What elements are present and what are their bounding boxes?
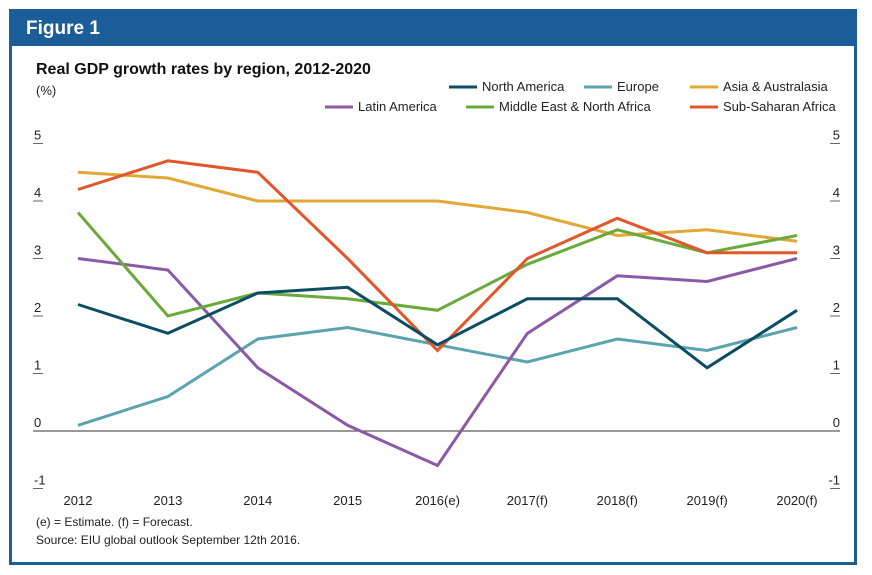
series-line-north-america bbox=[77, 285, 798, 370]
x-tick-label-3: 2015 bbox=[333, 493, 362, 508]
note-estimate-forecast: (e) = Estimate. (f) = Forecast. bbox=[36, 515, 193, 529]
legend-label-sub-saharan-africa: Sub-Saharan Africa bbox=[723, 99, 837, 114]
y-tick-label-right-2: 2 bbox=[833, 300, 840, 315]
y-tick-label-right-5: 5 bbox=[833, 128, 840, 143]
series-line-asia-australasia bbox=[77, 170, 798, 243]
y-tick-label-right-1: 1 bbox=[833, 358, 840, 373]
figure-banner: Figure 1 bbox=[12, 12, 854, 46]
x-tick-label-6: 2018(f) bbox=[597, 493, 638, 508]
series-line-europe bbox=[77, 325, 798, 427]
x-tick-label-8: 2020(f) bbox=[776, 493, 817, 508]
series-line-latin-america bbox=[77, 257, 798, 468]
legend-label-latin-america: Latin America bbox=[358, 99, 438, 114]
figure-label: Figure 1 bbox=[26, 18, 100, 39]
legend-label-asia-australasia: Asia & Australasia bbox=[723, 79, 829, 94]
y-tick-label-left-3: 3 bbox=[34, 243, 41, 258]
y-tick-label-left-5: 5 bbox=[34, 128, 41, 143]
x-tick-label-2: 2014 bbox=[243, 493, 272, 508]
y-tick-label-left-4: 4 bbox=[34, 185, 41, 200]
y-tick-label-left-2: 2 bbox=[34, 300, 41, 315]
legend-label-europe: Europe bbox=[617, 79, 659, 94]
y-tick-label-left--1: -1 bbox=[34, 473, 46, 488]
legend-label-middle-east-north-africa: Middle East & North Africa bbox=[499, 99, 651, 114]
figure-frame: Figure 1 bbox=[9, 9, 857, 565]
x-tick-label-0: 2012 bbox=[64, 493, 93, 508]
y-tick-label-right-3: 3 bbox=[833, 243, 840, 258]
chart-title: Real GDP growth rates by region, 2012-20… bbox=[36, 61, 371, 78]
y-tick-label-left-1: 1 bbox=[34, 358, 41, 373]
note-source: Source: EIU global outlook September 12t… bbox=[36, 533, 300, 547]
x-tick-label-4: 2016(e) bbox=[415, 493, 460, 508]
y-axis-unit-label: (%) bbox=[36, 83, 56, 98]
x-tick-label-1: 2013 bbox=[153, 493, 182, 508]
x-tick-label-7: 2019(f) bbox=[687, 493, 728, 508]
y-tick-label-left-0: 0 bbox=[34, 415, 41, 430]
series-line-sub-saharan-africa bbox=[77, 159, 797, 353]
series-line-middle-east-north-africa bbox=[76, 211, 798, 318]
y-tick-label-right-4: 4 bbox=[833, 185, 840, 200]
y-tick-label-right--1: -1 bbox=[828, 473, 840, 488]
y-tick-label-right-0: 0 bbox=[833, 415, 840, 430]
legend-label-north-america: North America bbox=[482, 79, 565, 94]
x-tick-label-5: 2017(f) bbox=[507, 493, 548, 508]
